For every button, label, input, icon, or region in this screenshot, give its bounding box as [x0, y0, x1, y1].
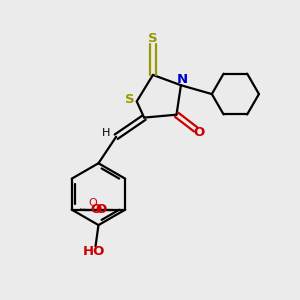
- Text: O: O: [90, 202, 102, 215]
- Text: O: O: [193, 126, 204, 140]
- Text: O: O: [95, 202, 106, 215]
- Text: N: N: [177, 73, 188, 86]
- Text: O: O: [89, 198, 98, 208]
- Text: H: H: [102, 128, 110, 138]
- Text: S: S: [125, 93, 135, 106]
- Text: HO: HO: [83, 245, 105, 258]
- Text: S: S: [148, 32, 158, 45]
- Text: methoxy: methoxy: [80, 208, 86, 209]
